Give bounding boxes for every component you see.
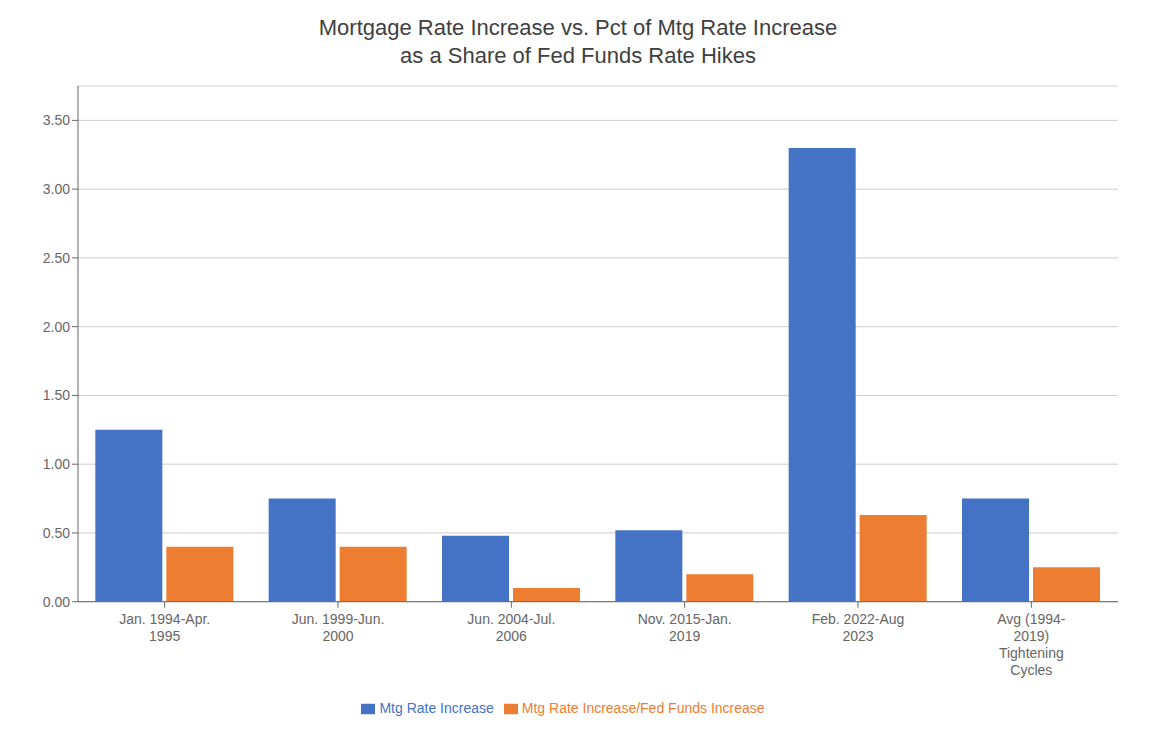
html-text:as a Share of Fed Funds Rate H: as a Share of Fed Funds Rate Hikes xyxy=(400,43,756,68)
svg-text:1.50: 1.50 xyxy=(43,387,70,403)
svg-text:Feb. 2022-Aug2023: Feb. 2022-Aug2023 xyxy=(812,611,905,644)
svg-text:Jun. 2004-Jul.2006: Jun. 2004-Jul.2006 xyxy=(467,611,555,644)
html-text:Mortgage Rate Increase vs. Pct: Mortgage Rate Increase vs. Pct of Mtg Ra… xyxy=(318,15,838,40)
svg-text:3.50: 3.50 xyxy=(43,112,70,128)
svg-text:3.00: 3.00 xyxy=(43,181,70,197)
svg-text:0.50: 0.50 xyxy=(43,525,70,541)
html-text:Mtg Rate Increase/Fed Funds In: Mtg Rate Increase/Fed Funds Increase xyxy=(521,699,765,716)
svg-text:2.50: 2.50 xyxy=(43,250,70,266)
svg-text:0.00: 0.00 xyxy=(43,594,70,610)
svg-text:2.00: 2.00 xyxy=(43,319,70,335)
html-text:Mtg Rate Increase: Mtg Rate Increase xyxy=(379,699,494,716)
svg-text:Avg (1994-2019)TighteningCycle: Avg (1994-2019)TighteningCycles xyxy=(997,611,1066,678)
svg-text:Nov. 2015-Jan.2019: Nov. 2015-Jan.2019 xyxy=(638,611,732,644)
svg-text:1.00: 1.00 xyxy=(43,456,70,472)
svg-text:Jun. 1999-Jun.2000: Jun. 1999-Jun.2000 xyxy=(292,611,385,644)
svg-text:Jan. 1994-Apr.1995: Jan. 1994-Apr.1995 xyxy=(119,611,210,644)
